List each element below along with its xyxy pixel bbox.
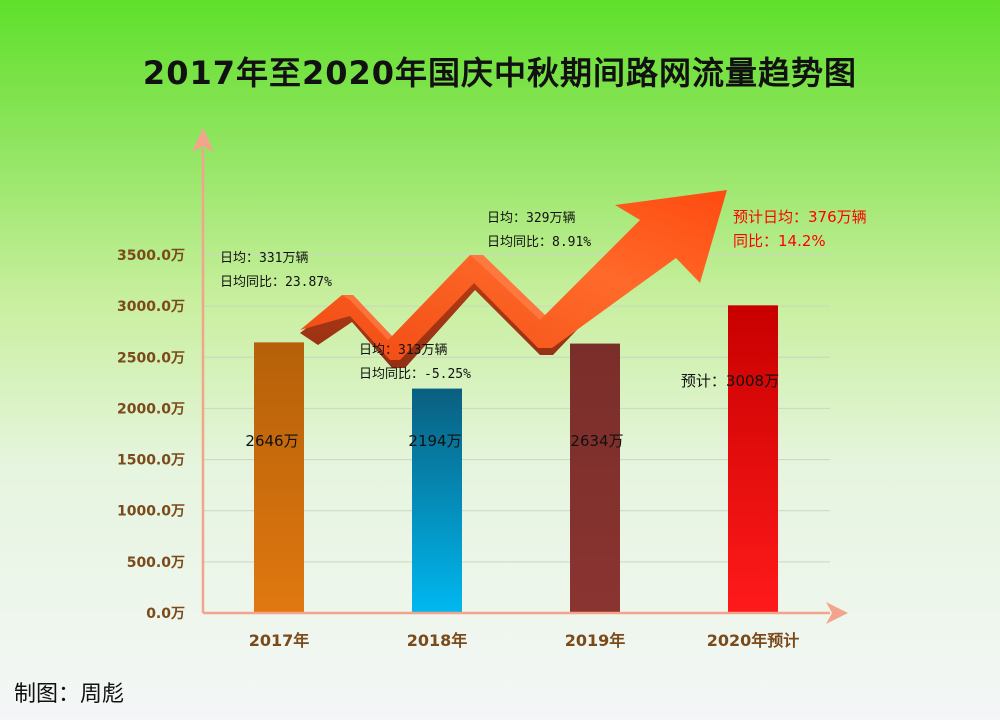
y-tick-label: 1000.0万	[117, 504, 185, 520]
value-label: 2646万	[245, 432, 298, 450]
y-tick-label: 1500.0万	[117, 453, 185, 469]
annotation-2020-daily: 预计日均：376万辆	[733, 208, 867, 226]
x-tick-label: 2018年	[407, 631, 468, 650]
chart-title: 2017年至2020年国庆中秋期间路网流量趋势图	[142, 54, 858, 92]
y-tick-labels: 0.0万 500.0万 1000.0万 1500.0万 2000.0万 2500.0万 30…	[117, 248, 185, 622]
bar-4	[728, 305, 778, 613]
value-label: 预计：3008万	[681, 372, 779, 390]
bars-group	[254, 305, 778, 613]
y-tick-label: 500.0万	[127, 555, 185, 571]
y-tick-label: 3500.0万	[117, 248, 185, 264]
y-tick-label: 0.0万	[146, 606, 185, 622]
annotation-2018-yoy: 日均同比：-5.25%	[359, 367, 471, 382]
x-tick-label: 2020年预计	[707, 631, 800, 650]
annotation-2017: 日均：331万辆 日均同比：23.87%	[220, 247, 332, 295]
credit-text: 制图：周彪	[14, 682, 125, 707]
value-label: 2634万	[570, 432, 623, 450]
value-labels: 2646万 2194万 2634万 预计：3008万	[245, 372, 779, 450]
annotation-2018-daily: 日均：313万辆	[359, 343, 448, 358]
x-tick-labels: 2017年 2018年 2019年 2020年预计	[249, 631, 800, 650]
annotation-2017-daily: 日均：331万辆	[220, 251, 309, 266]
bar-3	[570, 343, 620, 613]
axes	[192, 128, 848, 624]
y-tick-label: 2000.0万	[117, 401, 185, 417]
trend-arrow-icon	[300, 190, 727, 368]
y-tick-label: 2500.0万	[117, 350, 185, 366]
x-tick-label: 2017年	[249, 631, 310, 650]
annotation-2018: 日均：313万辆 日均同比：-5.25%	[359, 339, 471, 387]
annotation-2020-yoy: 同比：14.2%	[733, 232, 826, 250]
value-label: 2194万	[408, 432, 461, 450]
annotation-2017-yoy: 日均同比：23.87%	[220, 275, 332, 290]
annotation-2020: 预计日均：376万辆 同比：14.2%	[733, 205, 867, 253]
x-tick-label: 2019年	[565, 631, 626, 650]
bar-1	[254, 342, 304, 613]
annotation-2019: 日均：329万辆 日均同比：8.91%	[487, 207, 591, 255]
bar-2	[412, 388, 462, 613]
annotation-2019-daily: 日均：329万辆	[487, 211, 576, 226]
annotation-2019-yoy: 日均同比：8.91%	[487, 235, 592, 250]
y-tick-label: 3000.0万	[117, 299, 185, 315]
